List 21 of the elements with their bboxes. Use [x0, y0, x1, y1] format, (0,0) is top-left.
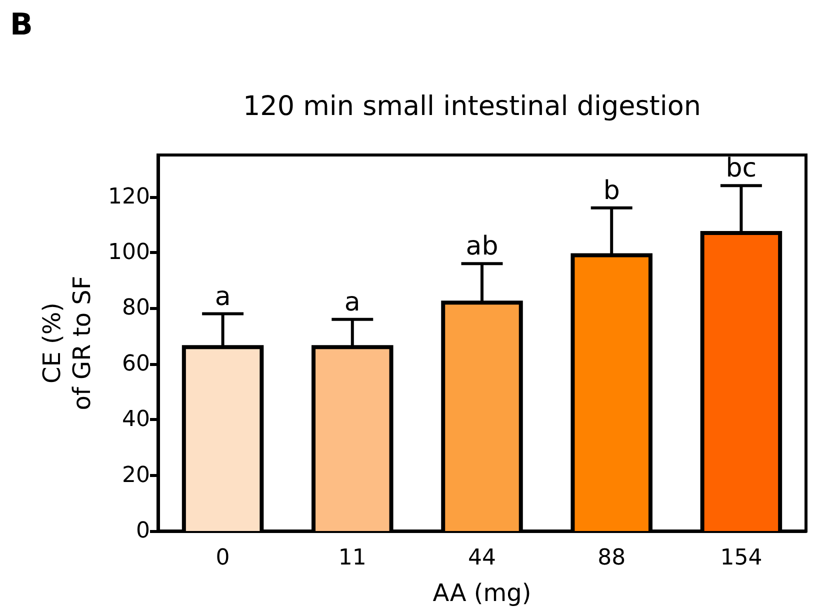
text: B [10, 8, 33, 42]
annotation: ab [466, 232, 498, 262]
y-axis-title: CE (%) of GR to SF [38, 276, 96, 410]
x-tick-label: 44 [468, 546, 496, 570]
x-tick-label: 11 [338, 546, 366, 570]
annotation: bc [726, 154, 757, 184]
y-tick-label: 120 [108, 184, 150, 210]
y-tick-label: 40 [122, 407, 150, 432]
y-tick-label: 60 [122, 351, 150, 376]
y-tick-label: 80 [122, 296, 150, 321]
y-tick-label: 0 [136, 518, 150, 544]
annotation: b [603, 176, 620, 206]
x-tick-label: 154 [720, 546, 762, 570]
x-tick-label: 0 [216, 546, 230, 570]
y-tick-label: 20 [122, 462, 150, 488]
chart-title: 120 min small intestinal digestion [243, 91, 701, 122]
x-tick-label: 88 [598, 546, 626, 570]
annotation: a [344, 287, 360, 318]
y-tick-label: 100 [108, 240, 150, 265]
x-axis-title: AA (mg) [432, 579, 532, 607]
annotation: a [214, 282, 231, 312]
